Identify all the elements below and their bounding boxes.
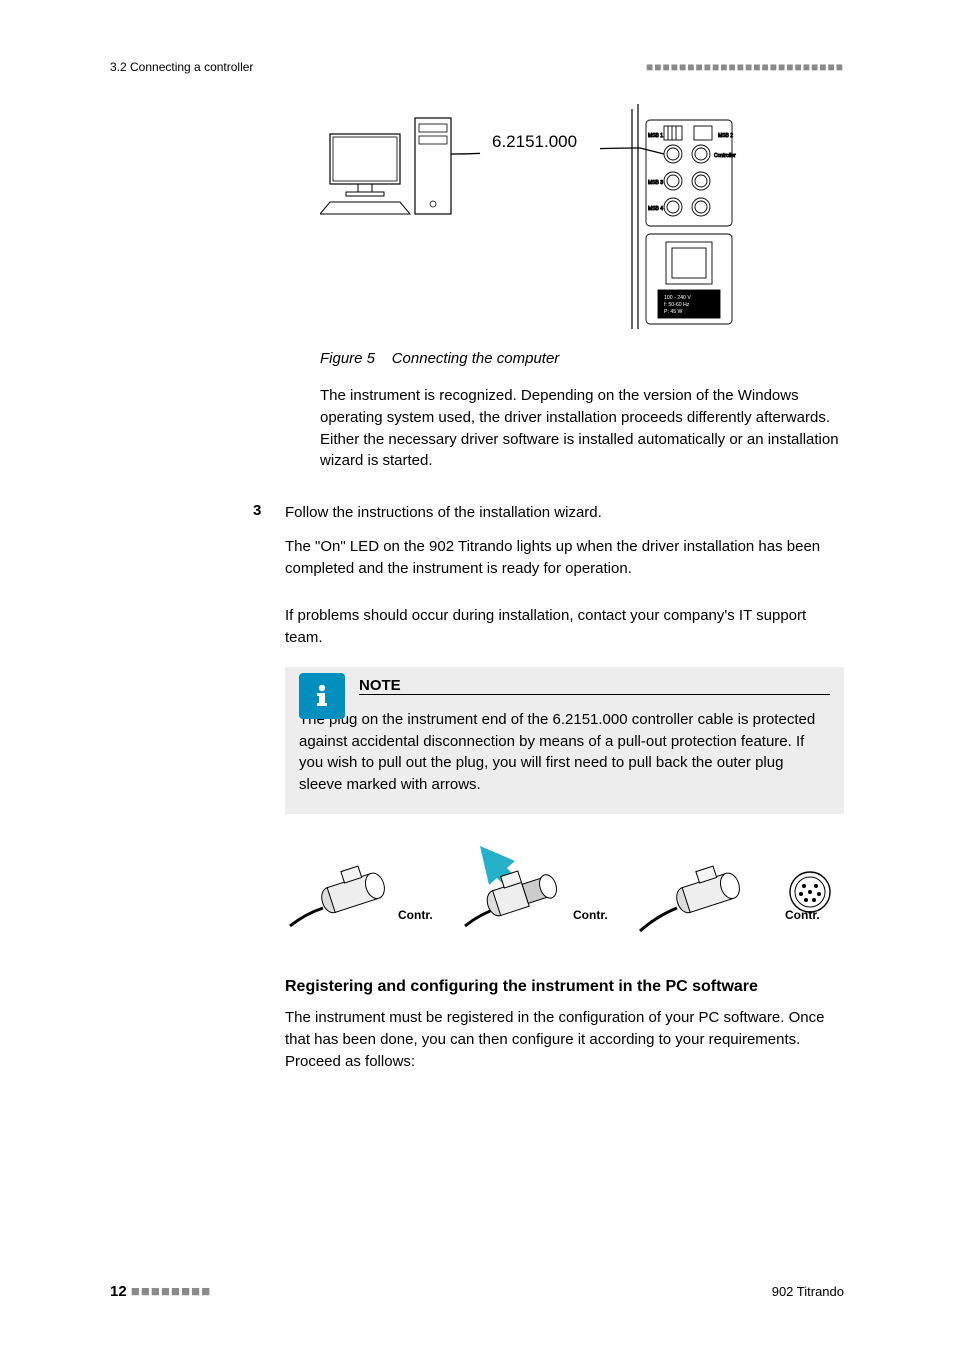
note-title: NOTE [359, 677, 401, 694]
info-icon [299, 673, 345, 719]
step-3-line1: Follow the instructions of the installat… [285, 502, 844, 524]
svg-text:Contr.: Contr. [398, 908, 433, 922]
figure-5-paragraph: The instrument is recognized. Depending … [320, 385, 844, 472]
figure-label: Figure 5 [320, 350, 375, 367]
section-number: 3.2 Connecting a controller [110, 60, 253, 74]
figure-5-caption: Figure 5 Connecting the computer [320, 350, 844, 367]
plug-diagram: Contr. Contr. [285, 836, 845, 946]
page-number: 12■■■■■■■■ [110, 1283, 211, 1300]
step-3-line2: The "On" LED on the 902 Titrando lights … [285, 536, 844, 580]
support-text: If problems should occur during installa… [285, 605, 844, 649]
svg-text:P: 45 W: P: 45 W [664, 309, 683, 315]
note-box: NOTE The plug on the instrument end of t… [285, 667, 844, 814]
step-3: 3 Follow the instructions of the install… [285, 502, 844, 579]
svg-text:Controller: Controller [714, 153, 736, 159]
doc-title: 902 Titrando [772, 1284, 844, 1299]
svg-text:100 - 240 V: 100 - 240 V [664, 295, 691, 301]
page-header: 3.2 Connecting a controller ■■■■■■■■■■■■… [110, 60, 844, 74]
svg-text:f: 50-60 Hz: f: 50-60 Hz [664, 302, 690, 308]
section-heading: Registering and configuring the instrume… [285, 976, 844, 998]
note-header: NOTE [359, 677, 830, 695]
figure-5-diagram: 6.2151.000 MSB 1 MSB 2 Controller [320, 104, 740, 334]
page-footer: 12■■■■■■■■ 902 Titrando [110, 1283, 844, 1300]
plug-1: Contr. [290, 860, 433, 926]
svg-text:MSB 4: MSB 4 [648, 206, 663, 212]
page: 3.2 Connecting a controller ■■■■■■■■■■■■… [0, 0, 954, 1350]
header-marks: ■■■■■■■■■■■■■■■■■■■■■■■■ [646, 60, 844, 74]
svg-text:Contr.: Contr. [573, 908, 608, 922]
svg-text:MSB 3: MSB 3 [648, 180, 663, 186]
step-number: 3 [253, 502, 261, 519]
note-body: The plug on the instrument end of the 6.… [299, 709, 830, 796]
cable-label: 6.2151.000 [492, 132, 577, 151]
section-body: The instrument must be registered in the… [285, 1007, 844, 1072]
svg-text:MSB 1: MSB 1 [648, 133, 663, 139]
figure-caption-text: Connecting the computer [392, 350, 560, 367]
figure-5-block: 6.2151.000 MSB 1 MSB 2 Controller [320, 104, 844, 472]
svg-text:MSB 2: MSB 2 [718, 133, 733, 139]
svg-text:Contr.: Contr. [785, 908, 820, 922]
plug-3: Contr. [640, 860, 830, 931]
